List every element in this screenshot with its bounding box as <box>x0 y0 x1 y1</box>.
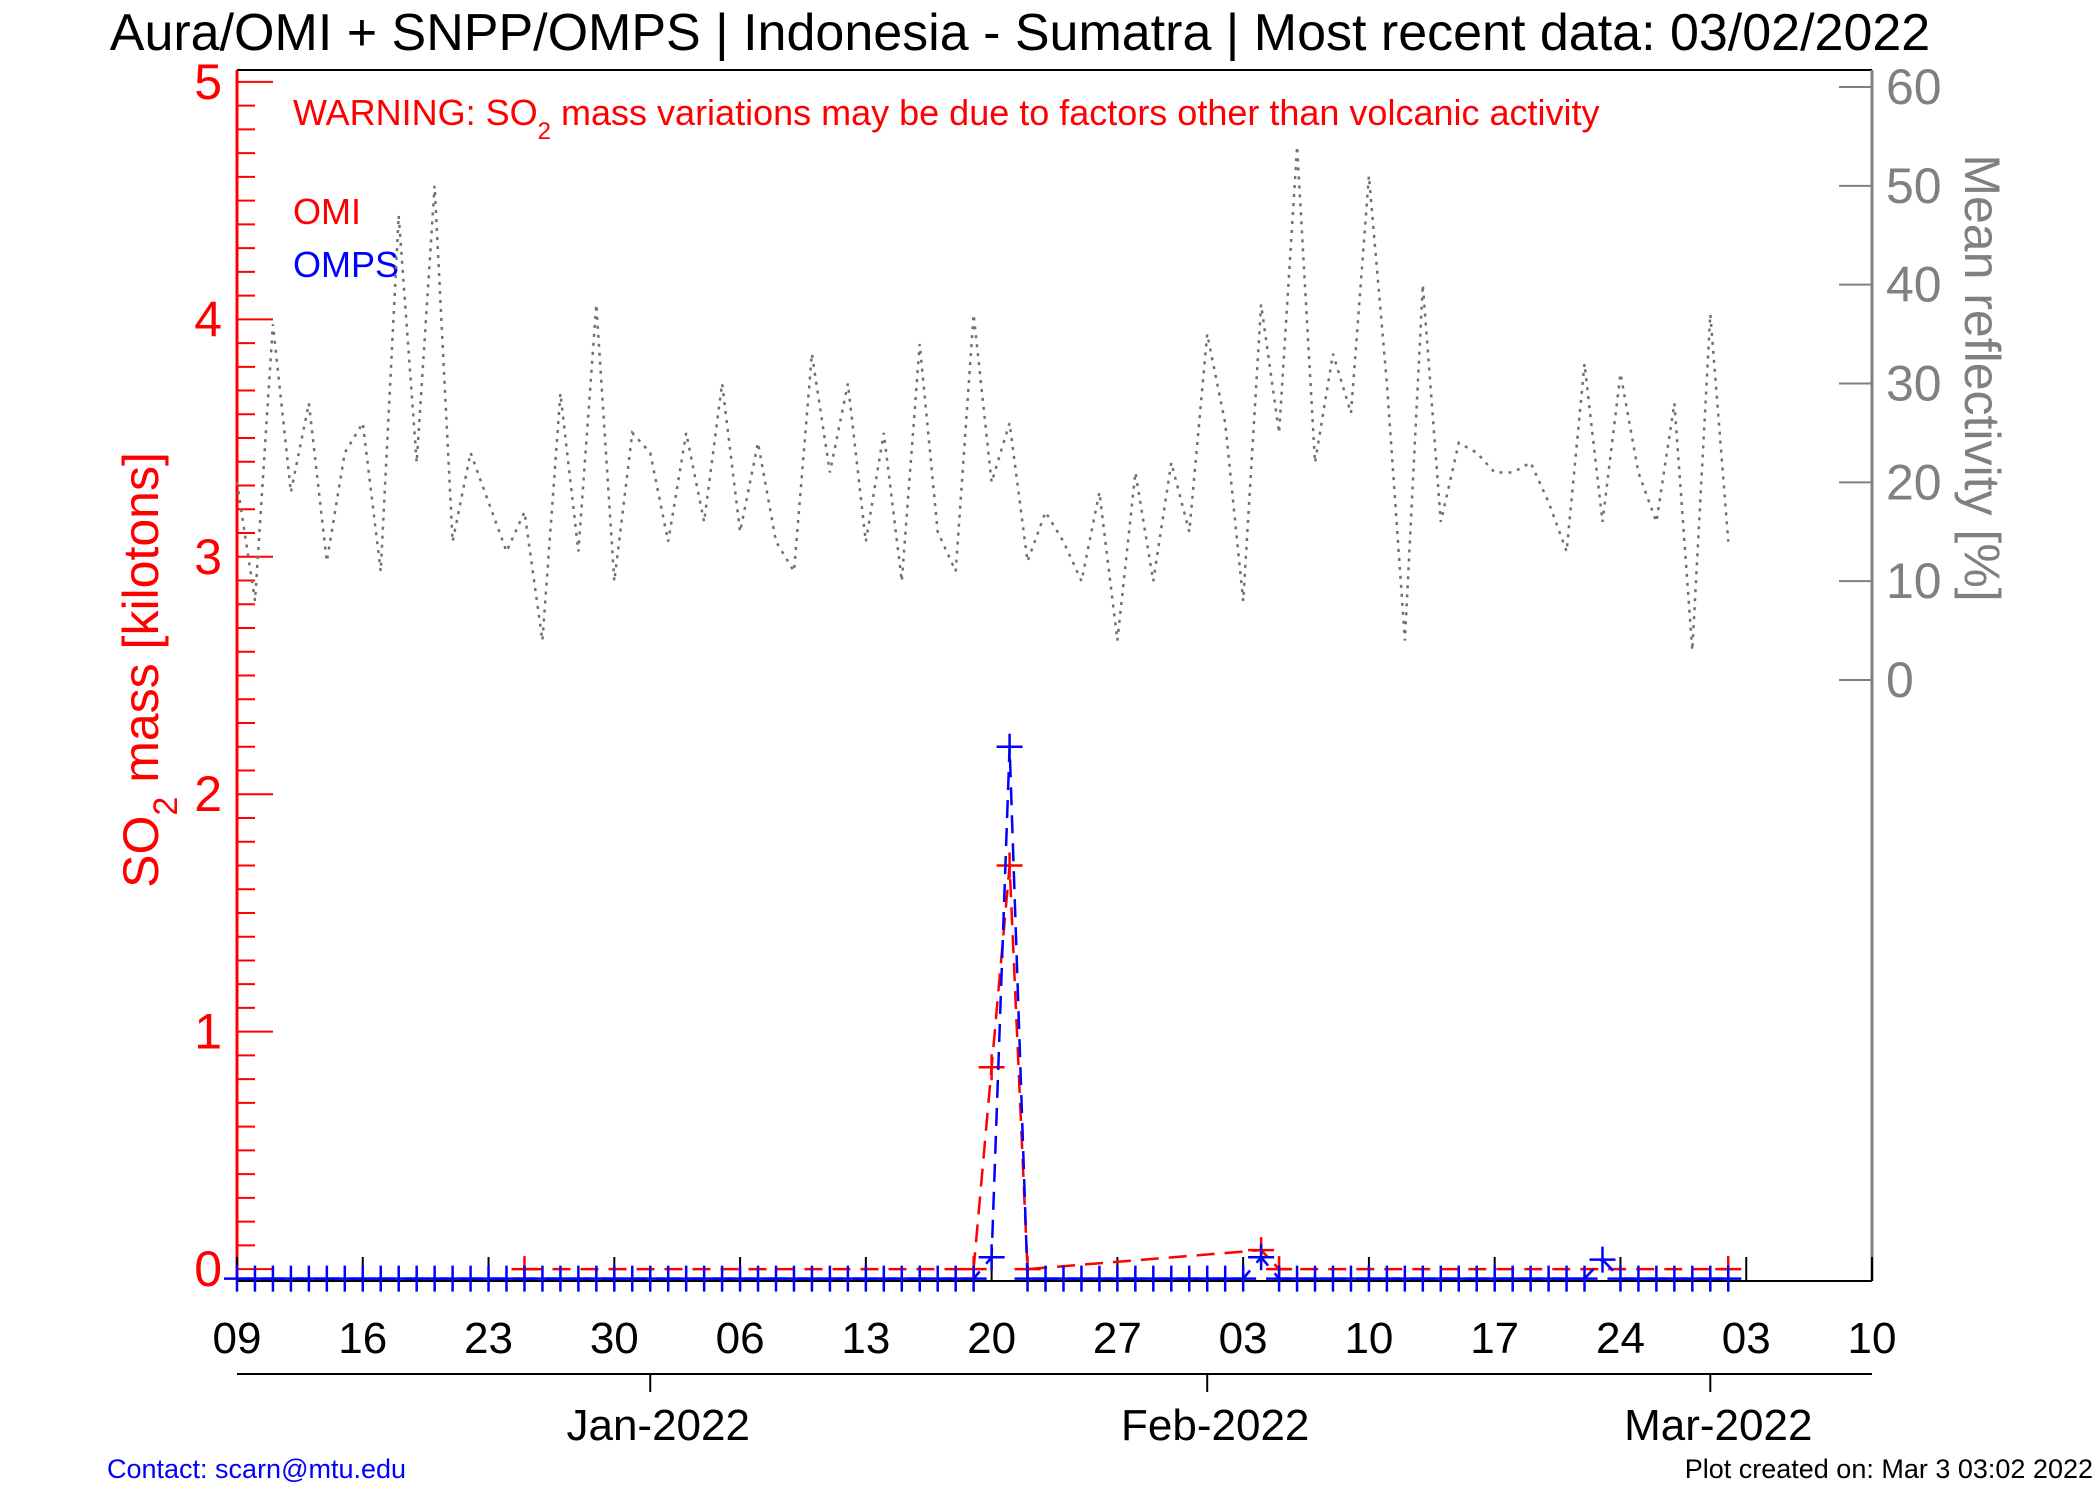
right-axis-ticks: 0 10 20 30 40 50 60 <box>1839 59 1942 708</box>
right-tick-label: 60 <box>1886 59 1942 115</box>
omi-point <box>978 1054 1005 1081</box>
x-tick-label: 10 <box>1344 1314 1393 1363</box>
right-tick-label: 40 <box>1886 257 1942 313</box>
left-axis-title-suffix: mass [kilotons] <box>113 452 169 797</box>
x-tick-label: 20 <box>967 1314 1016 1363</box>
x-tick-label: 09 <box>213 1314 262 1363</box>
month-axis-ticks: Jan-2022 Feb-2022 Mar-2022 <box>566 1374 1812 1450</box>
plot-frame <box>235 69 1874 1375</box>
warning-prefix: WARNING: SO <box>293 92 538 133</box>
right-tick-label: 10 <box>1886 553 1942 609</box>
warning-text: WARNING: SO2 mass variations may be due … <box>293 92 1600 145</box>
x-tick-label: 06 <box>716 1314 765 1363</box>
left-axis-title-sub: 2 <box>147 797 185 816</box>
x-tick-label: 23 <box>464 1314 513 1363</box>
series-layer <box>224 146 1742 1292</box>
omps-point <box>1589 1246 1616 1273</box>
omps-point <box>996 733 1023 760</box>
right-tick-label: 20 <box>1886 454 1942 510</box>
omi-line <box>524 865 1729 1271</box>
left-axis-title-prefix: SO <box>113 816 169 888</box>
x-tick-label: 03 <box>1722 1314 1771 1363</box>
left-tick-label: 2 <box>194 766 222 822</box>
warning-suffix: mass variations may be due to factors ot… <box>551 92 1599 133</box>
x-tick-label: 24 <box>1596 1314 1645 1363</box>
chart-title: Aura/OMI + SNPP/OMPS | Indonesia - Sumat… <box>110 4 1930 62</box>
x-tick-label: 13 <box>841 1314 890 1363</box>
omps-point <box>1571 1265 1598 1292</box>
x-tick-label: 27 <box>1093 1314 1142 1363</box>
x-tick-label: 30 <box>590 1314 639 1363</box>
left-axis-ticks: 0 1 2 3 4 5 <box>194 54 273 1297</box>
omps-point <box>960 1265 987 1292</box>
omps-point <box>1715 1265 1742 1292</box>
right-axis-title: Mean reflectivity [%] <box>1954 154 2010 601</box>
omps-point <box>978 1244 1005 1271</box>
month-tick-label: Feb-2022 <box>1121 1401 1309 1450</box>
month-tick-label: Jan-2022 <box>566 1401 749 1450</box>
omps-point <box>1248 1244 1275 1271</box>
contact-text: Contact: scarn@mtu.edu <box>107 1454 406 1484</box>
omi-point <box>996 852 1023 879</box>
right-tick-label: 50 <box>1886 158 1942 214</box>
warning-sub: 2 <box>538 118 551 145</box>
left-tick-label: 0 <box>194 1241 222 1297</box>
right-tick-label: 0 <box>1886 652 1914 708</box>
left-tick-label: 3 <box>194 529 222 585</box>
left-axis-title: SO2 mass [kilotons] <box>113 452 185 888</box>
omps-point <box>1230 1265 1257 1292</box>
left-tick-label: 5 <box>194 54 222 110</box>
left-tick-label: 4 <box>194 291 222 347</box>
x-tick-label: 03 <box>1219 1314 1268 1363</box>
x-tick-label: 16 <box>338 1314 387 1363</box>
x-axis-ticks: 09 16 23 30 06 13 20 27 03 10 17 24 03 10 <box>213 1257 1897 1363</box>
x-tick-label: 17 <box>1470 1314 1519 1363</box>
legend-omi: OMI <box>293 191 361 232</box>
x-tick-label: 10 <box>1848 1314 1897 1363</box>
created-text: Plot created on: Mar 3 03:02 2022 <box>1685 1454 2093 1484</box>
mean-reflectivity-line <box>235 146 1730 651</box>
month-tick-label: Mar-2022 <box>1624 1401 1812 1450</box>
right-tick-label: 30 <box>1886 356 1942 412</box>
left-tick-label: 1 <box>194 1004 222 1060</box>
legend-omps: OMPS <box>293 244 399 285</box>
omps-line <box>237 746 1729 1280</box>
